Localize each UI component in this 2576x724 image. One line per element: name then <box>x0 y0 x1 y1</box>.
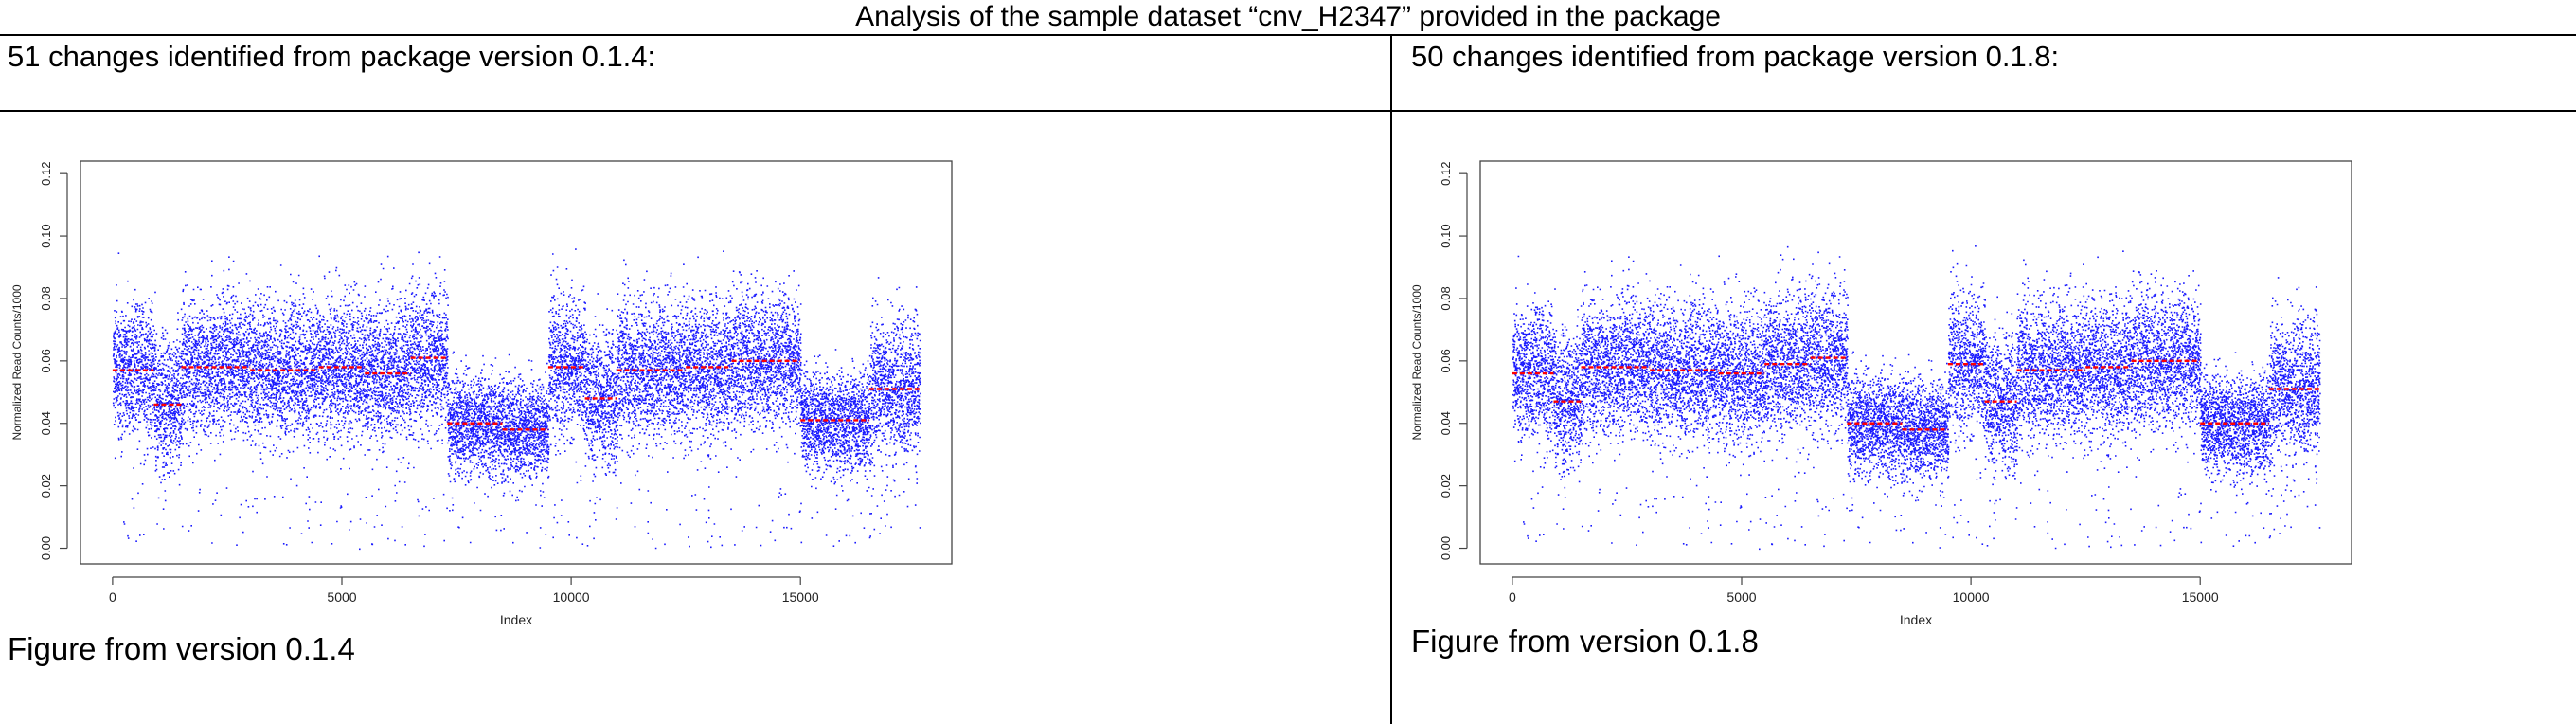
chart-0-x-tick-label-0: 0 <box>109 589 116 605</box>
chart-1-plot-frame <box>1479 160 2352 565</box>
chart-0-y-tick-label-6: 0.12 <box>39 162 53 186</box>
left-panel-header: 51 changes identified from package versi… <box>8 40 656 73</box>
chart-1-y-tick-label-3: 0.06 <box>1439 349 1453 372</box>
chart-0-x-tick-label-3: 15000 <box>782 589 819 605</box>
chart-0-y-tick-label-3: 0.06 <box>39 349 53 372</box>
chart-1-y-tick-label-6: 0.12 <box>1439 162 1453 186</box>
chart-0-y-tick-label-5: 0.10 <box>39 224 53 247</box>
chart-1-y-tick-label-5: 0.10 <box>1439 224 1453 247</box>
right-panel-header: 50 changes identified from package versi… <box>1411 40 2060 73</box>
chart-1-x-tick-label-2: 10000 <box>1953 589 1990 605</box>
chart-1-y-tick-label-1: 0.02 <box>1439 474 1453 498</box>
left-figure-caption: Figure from version 0.1.4 <box>8 631 355 666</box>
top-divider <box>0 34 2576 36</box>
chart-1-x-tick-label-0: 0 <box>1509 589 1516 605</box>
chart-1-x-label: Index <box>1900 612 1932 627</box>
chart-0-point-cloud <box>112 248 921 551</box>
left-scatter-chart: 0 5000 10000 15000 Index 0.00 0.02 0.04 0.06 0.08… <box>10 160 953 627</box>
chart-1-y-tick-label-0: 0.00 <box>1439 536 1453 560</box>
chart-0-points <box>112 248 921 551</box>
chart-0-x-label: Index <box>500 612 532 627</box>
header-divider <box>0 110 2576 112</box>
chart-0-y-tick-label-1: 0.02 <box>39 474 53 498</box>
chart-0-y-tick-label-2: 0.04 <box>39 411 53 435</box>
page-title: Analysis of the sample dataset “cnv_H234… <box>855 1 1721 32</box>
chart-1-y-label: Normalized Read Counts/1000 <box>1410 284 1423 440</box>
chart-0-y-label: Normalized Read Counts/1000 <box>10 284 24 440</box>
chart-1-y-tick-label-2: 0.04 <box>1439 411 1453 435</box>
chart-1-points <box>1512 245 2321 551</box>
chart-1-y-tick-label-4: 0.08 <box>1439 286 1453 310</box>
chart-0-x-tick-label-1: 5000 <box>327 589 356 605</box>
chart-0-x-tick-label-2: 10000 <box>553 589 590 605</box>
chart-1-x-tick-label-1: 5000 <box>1726 589 1756 605</box>
chart-0-plot-frame <box>80 160 953 565</box>
right-scatter-chart: 0 5000 10000 15000 Index 0.00 0.02 0.04 0.06 0.08… <box>1410 160 2352 627</box>
chart-1-x-tick-label-3: 15000 <box>2182 589 2219 605</box>
chart-0-y-tick-label-0: 0.00 <box>39 536 53 560</box>
column-divider <box>1390 34 1392 724</box>
chart-1-point-cloud <box>1512 245 2321 551</box>
chart-0-y-tick-label-4: 0.08 <box>39 286 53 310</box>
right-figure-caption: Figure from version 0.1.8 <box>1411 624 1759 659</box>
